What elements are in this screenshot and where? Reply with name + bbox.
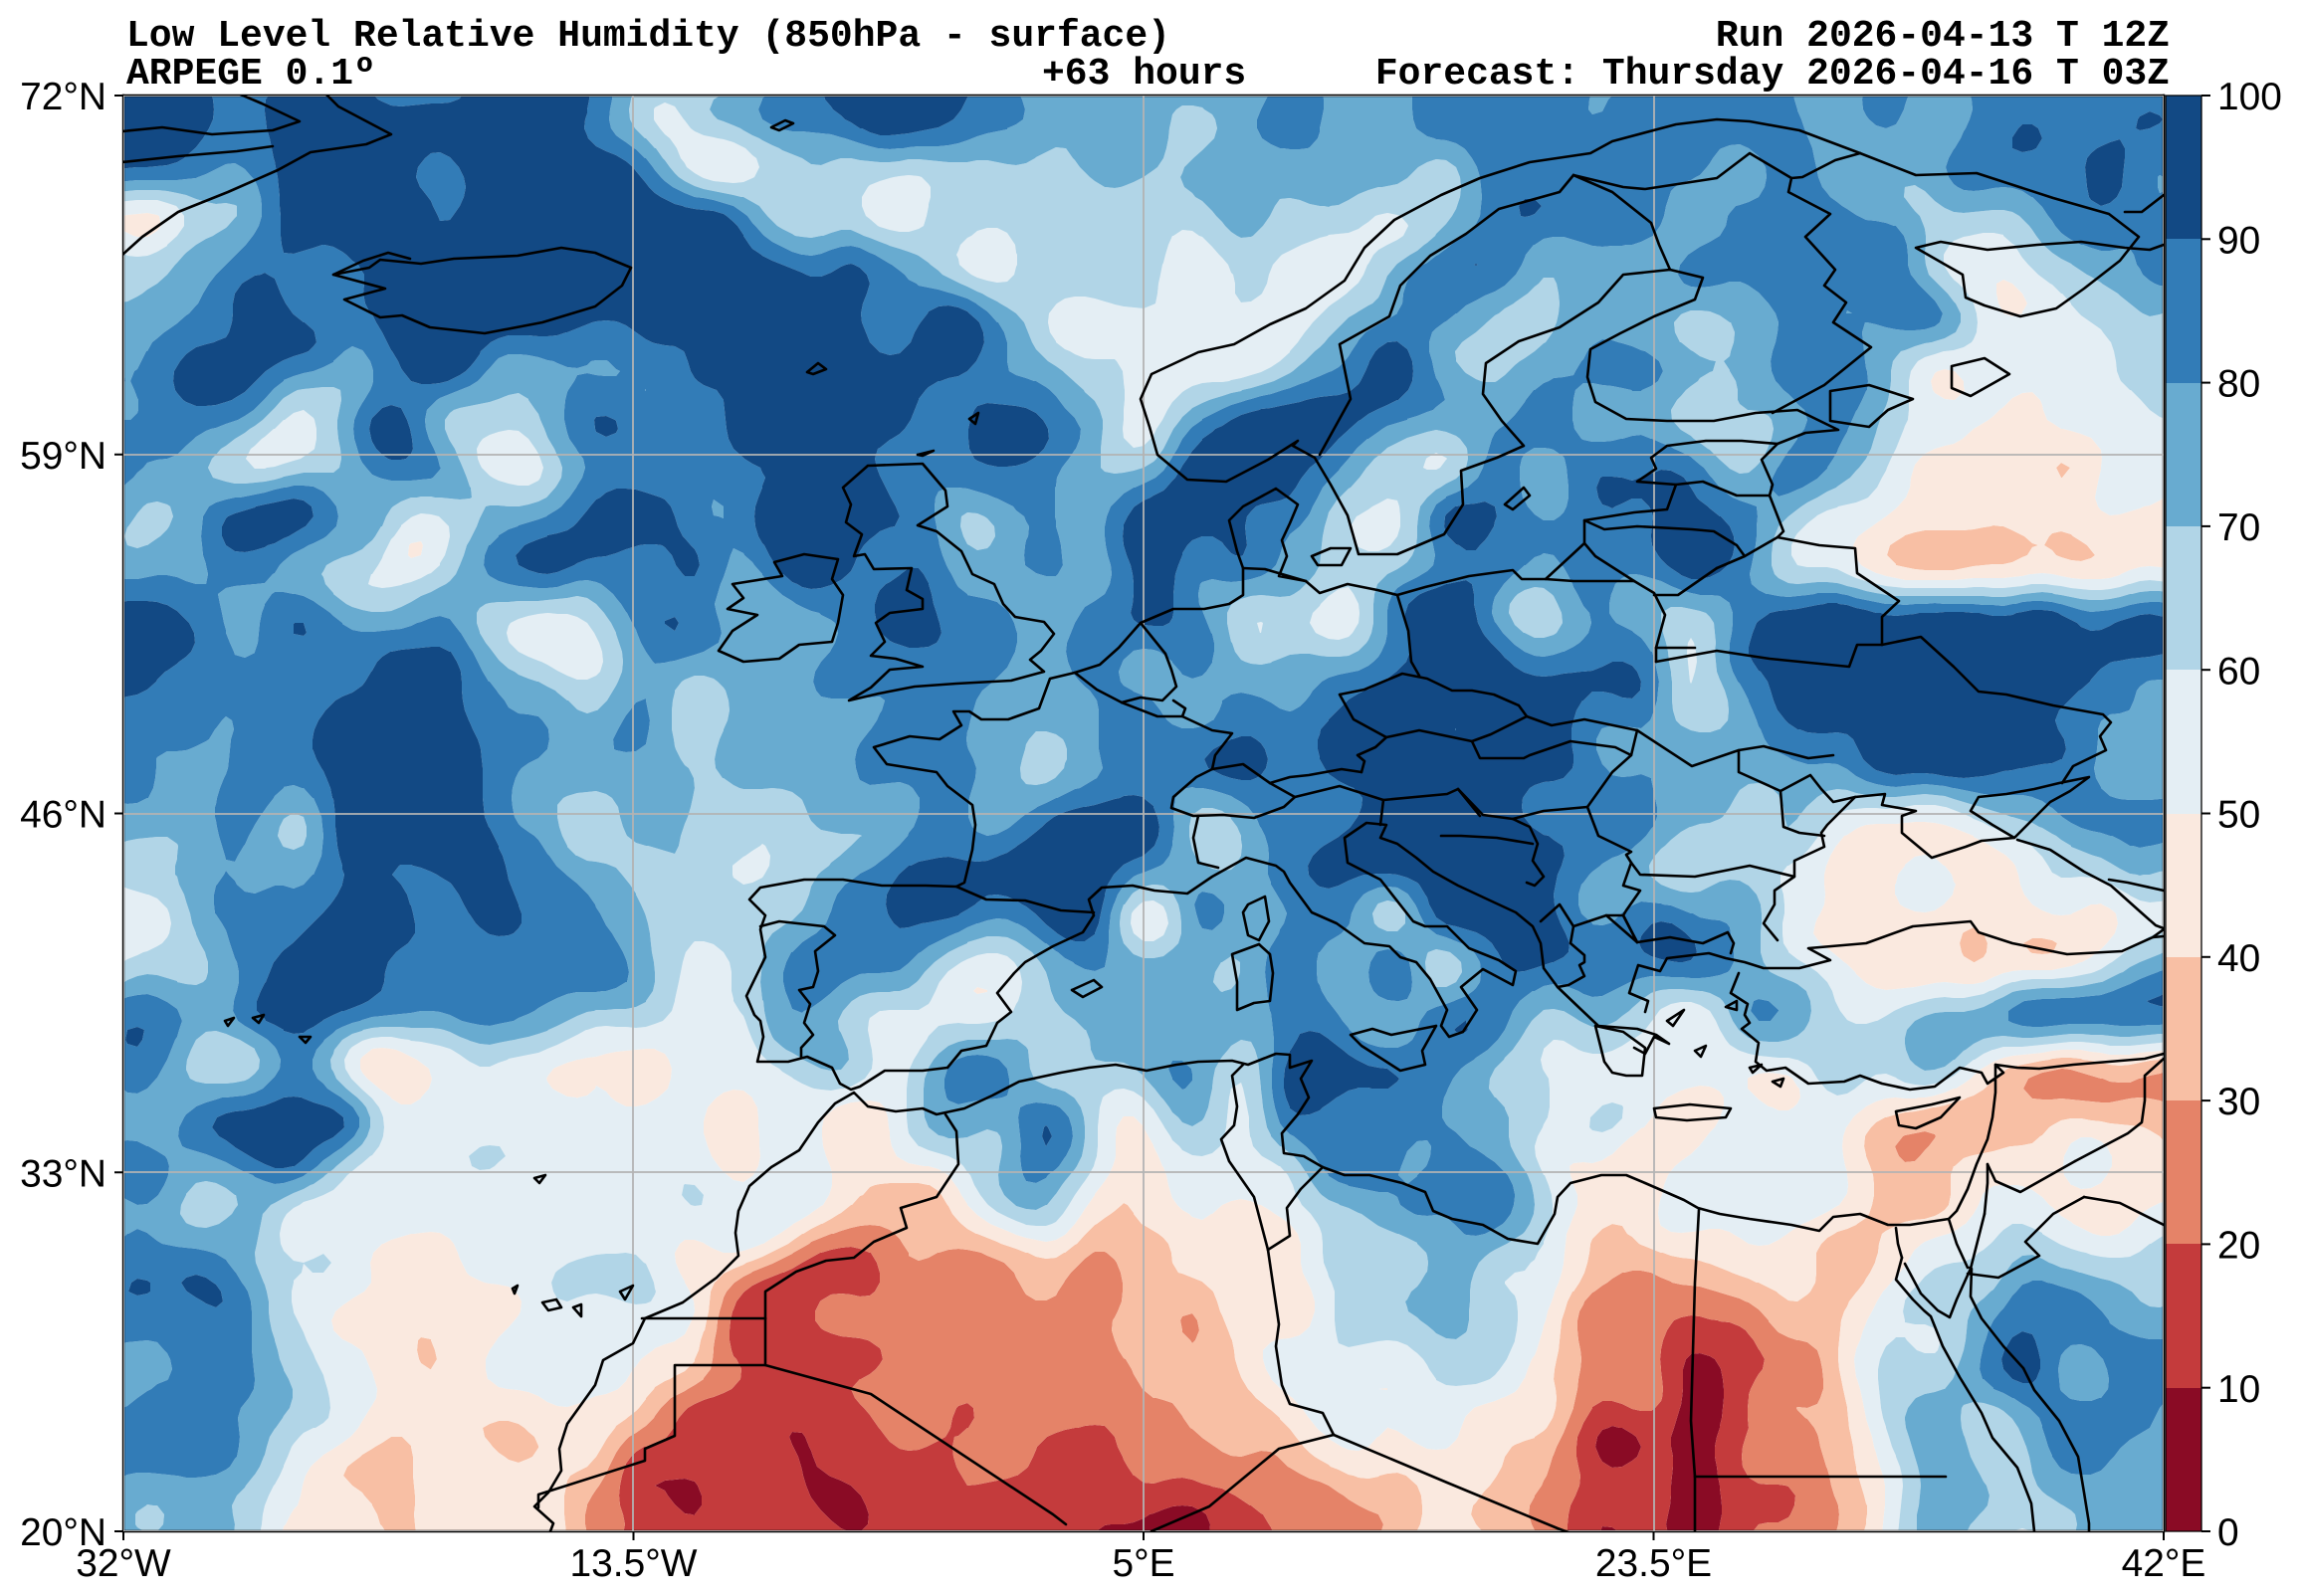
svg-text:Forecast: Thursday 2026-04-16: Forecast: Thursday 2026-04-16 T 03Z [1375, 53, 2170, 96]
svg-text:5°E: 5°E [1112, 1542, 1174, 1585]
svg-text:23.5°E: 23.5°E [1595, 1542, 1712, 1585]
svg-text:80: 80 [2217, 363, 2260, 406]
svg-text:10: 10 [2217, 1368, 2260, 1411]
svg-text:72°N: 72°N [20, 76, 106, 118]
svg-text:46°N: 46°N [20, 794, 106, 837]
svg-text:Low Level Relative Humidity (8: Low Level Relative Humidity (850hPa - su… [126, 15, 1170, 58]
svg-text:59°N: 59°N [20, 435, 106, 478]
svg-text:32°W: 32°W [76, 1542, 171, 1585]
svg-text:40: 40 [2217, 937, 2260, 980]
svg-text:33°N: 33°N [20, 1152, 106, 1195]
svg-text:60: 60 [2217, 650, 2260, 693]
svg-text:ARPEGE 0.1º: ARPEGE 0.1º [126, 53, 376, 96]
svg-text:30: 30 [2217, 1081, 2260, 1123]
svg-text:50: 50 [2217, 794, 2260, 837]
svg-text:90: 90 [2217, 219, 2260, 262]
svg-text:13.5°W: 13.5°W [570, 1542, 698, 1585]
svg-text:100: 100 [2217, 76, 2282, 118]
svg-text:70: 70 [2217, 506, 2260, 549]
svg-text:+63 hours: +63 hours [1042, 53, 1246, 96]
svg-text:20°N: 20°N [20, 1511, 106, 1554]
svg-text:20: 20 [2217, 1224, 2260, 1267]
svg-text:Run 2026-04-13 T 12Z: Run 2026-04-13 T 12Z [1716, 15, 2170, 58]
svg-text:0: 0 [2217, 1511, 2239, 1554]
svg-text:42°E: 42°E [2122, 1542, 2206, 1585]
